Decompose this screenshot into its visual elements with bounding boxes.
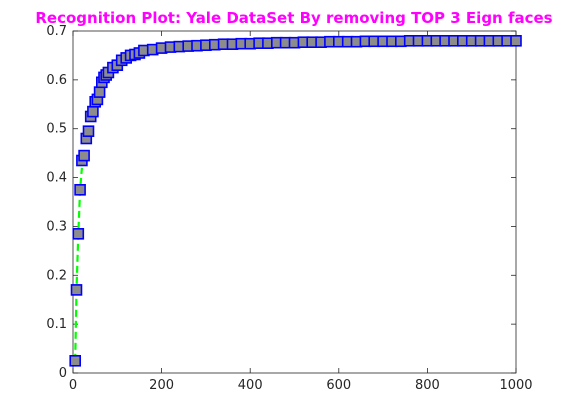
- y-tick-label: 0.6: [46, 73, 67, 88]
- x-tick-label: 400: [238, 378, 263, 393]
- y-tick-label: 0.5: [46, 122, 67, 137]
- x-tick-label: 0: [69, 378, 77, 393]
- data-point-marker: [70, 284, 83, 296]
- x-tick-label: 200: [149, 378, 174, 393]
- y-tick-label: 0.7: [46, 24, 67, 39]
- y-tick-label: 0.2: [46, 268, 67, 283]
- axes-frame: [72, 30, 517, 374]
- x-tick-label: 1000: [499, 378, 532, 393]
- y-tick-label: 0.3: [46, 219, 67, 234]
- x-tick-label: 600: [326, 378, 351, 393]
- plot-area: 0 200 400 600 800 1000 0 0.1 0.2 0.3 0.4 0.5 0.6 0.7: [46, 24, 532, 393]
- data-point-marker: [510, 34, 522, 47]
- y-tick-label: 0.4: [46, 171, 67, 186]
- data-point-marker: [82, 125, 95, 137]
- y-tick-label: 0.1: [46, 317, 67, 332]
- y-tick-label: 0: [59, 366, 67, 381]
- chart-title: Recognition Plot: Yale DataSet By removi…: [35, 9, 552, 27]
- data-point-marker: [78, 149, 90, 162]
- data-point-marker: [74, 184, 86, 196]
- x-tick-label: 800: [415, 378, 440, 393]
- data-point-marker: [87, 105, 99, 118]
- data-point-marker: [72, 228, 85, 240]
- data-point-marker: [69, 354, 81, 367]
- data-point-marker: [93, 86, 106, 98]
